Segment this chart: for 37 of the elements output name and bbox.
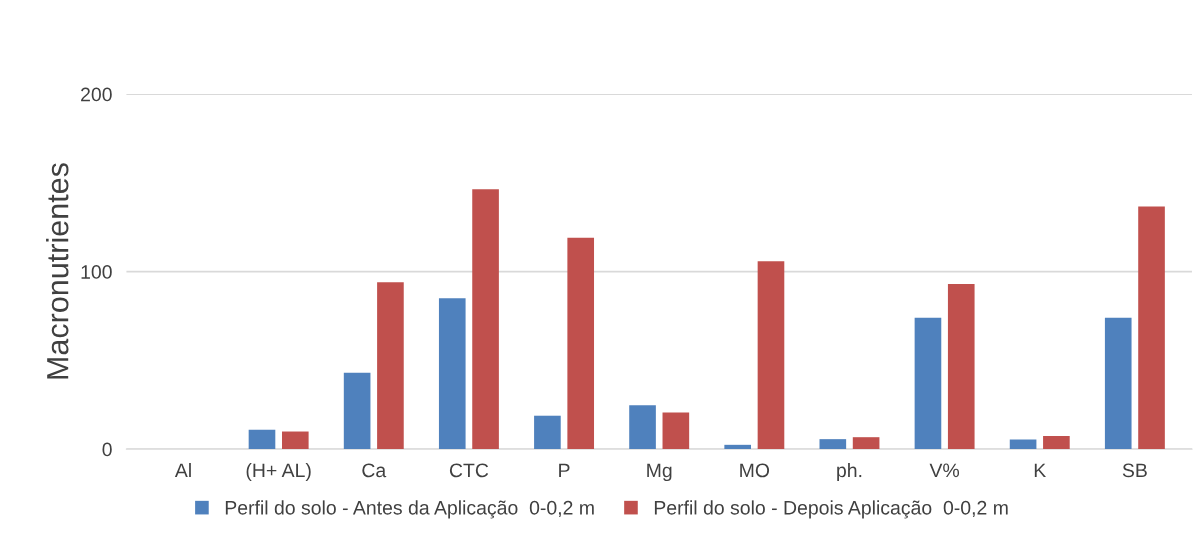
bar: [472, 189, 499, 450]
bar: [914, 317, 942, 450]
bar: [438, 298, 466, 450]
x-tick-label: ph.: [837, 462, 862, 482]
x-tick-label: Al: [174, 462, 191, 478]
x-tick-label: V%: [929, 463, 960, 478]
bar: [567, 237, 595, 450]
bar: [724, 444, 751, 450]
y-axis-title: Macronutrientes: [46, 163, 69, 379]
bar: [1104, 317, 1132, 450]
bar: [281, 431, 309, 450]
bar: [662, 412, 690, 450]
y-tick-label: 200: [81, 87, 112, 102]
legend-label: Perfil do solo - Antes da Aplicação 0-0,2 m: [225, 500, 594, 519]
bar: [1009, 439, 1037, 450]
legend-label: Perfil do solo - Depois Aplicação 0-0,2 m: [654, 500, 1008, 519]
bar: [377, 282, 404, 450]
bar: [343, 372, 371, 450]
bar: [629, 405, 656, 450]
x-tick-label: MO: [740, 463, 770, 478]
x-tick-label: Mg: [647, 463, 672, 482]
x-tick-label: K: [1034, 463, 1047, 478]
x-tick-label: Ca: [362, 463, 387, 478]
y-tick-label: 0: [102, 442, 112, 457]
bar: [534, 415, 561, 450]
y-tick-label: 100: [81, 265, 112, 279]
bar: [947, 284, 975, 450]
x-tick-label: (H+ AL): [246, 462, 311, 482]
bar: [1138, 206, 1165, 450]
x-tick-label: CTC: [449, 463, 489, 478]
x-tick-label: P: [559, 463, 570, 478]
bar: [1043, 435, 1070, 450]
bar: [757, 261, 785, 450]
bar: [248, 429, 276, 450]
bar: [852, 437, 880, 450]
x-tick-label: SB: [1122, 463, 1147, 478]
bar: [819, 439, 847, 450]
